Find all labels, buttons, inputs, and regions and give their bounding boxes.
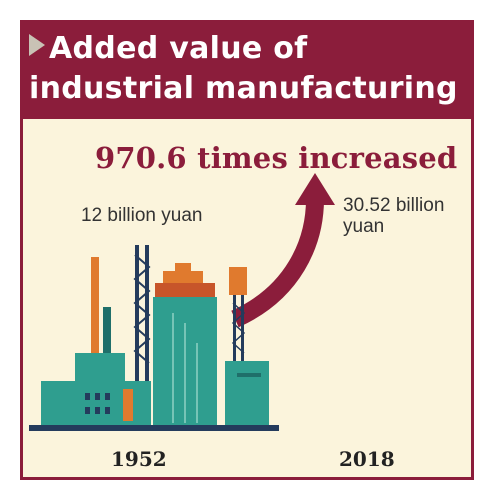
orange-tank	[123, 389, 133, 421]
left-orange-pole	[91, 257, 99, 357]
tower-top-cap	[163, 271, 203, 283]
title-banner: Added value of industrial manufacturing	[23, 23, 471, 119]
right-building	[225, 361, 269, 427]
ground-line	[29, 425, 279, 431]
play-triangle-icon	[29, 34, 45, 56]
building-stripe	[237, 373, 261, 377]
lattice-tower-right	[229, 267, 247, 365]
tower-crown	[155, 283, 215, 297]
lattice-tower-left	[133, 245, 151, 415]
left-building-upper	[75, 353, 125, 383]
building-windows	[85, 393, 110, 414]
infographic-frame: Added value of industrial manufacturing …	[20, 20, 474, 480]
year-2018: 2018	[339, 447, 395, 471]
increase-headline: 970.6 times increased	[95, 141, 458, 175]
small-pole	[103, 307, 111, 357]
tower-pipes	[172, 313, 198, 423]
growth-arrow-head	[295, 173, 335, 205]
title-label: Added value of industrial manufacturing	[29, 31, 458, 106]
left-building	[41, 381, 151, 427]
year-1952: 1952	[111, 447, 167, 471]
value-2018: 30.52 billion yuan	[343, 195, 445, 237]
tower-top-knob	[175, 263, 191, 273]
factory-illustration	[29, 173, 335, 431]
title-text: Added value of industrial manufacturing	[29, 29, 465, 109]
value-1952: 12 billion yuan	[81, 205, 203, 226]
growth-arrow-shaft	[231, 198, 324, 328]
